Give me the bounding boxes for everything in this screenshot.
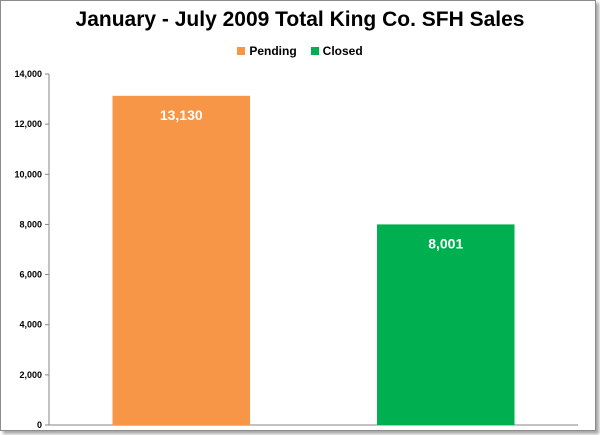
y-tick-label: 4,000: [19, 320, 42, 330]
chart-title: January - July 2009 Total King Co. SFH S…: [75, 8, 525, 31]
legend-swatch-closed: [310, 47, 319, 55]
data-label-closed: 8,001: [428, 235, 463, 251]
y-tick-label: 12,000: [14, 119, 42, 129]
y-tick-label: 14,000: [14, 69, 42, 79]
legend-label-closed: Closed: [322, 44, 363, 58]
legend-swatch-pending: [237, 47, 246, 55]
bar-closed: [376, 224, 515, 425]
legend-item-closed: Closed: [310, 44, 363, 58]
data-label-pending: 13,130: [160, 107, 203, 123]
y-tick-label: 0: [37, 420, 42, 430]
y-tick-label: 10,000: [14, 169, 42, 179]
bar-pending: [112, 95, 251, 426]
legend-item-pending: Pending: [237, 44, 297, 58]
y-tick-label: 6,000: [19, 270, 42, 280]
y-tick-label: 2,000: [19, 370, 42, 380]
y-tick-label: 8,000: [19, 219, 42, 229]
legend: Pending Closed: [0, 44, 600, 58]
legend-label-pending: Pending: [249, 44, 297, 58]
